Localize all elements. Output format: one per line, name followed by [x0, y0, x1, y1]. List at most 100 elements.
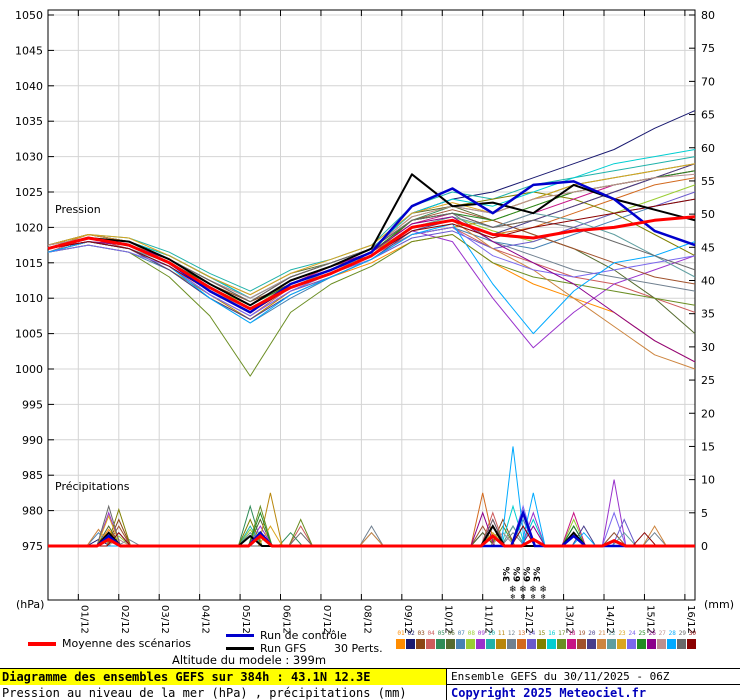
member-10-pressure-line: [47, 156, 696, 292]
snowflake-icon: ❄: [519, 585, 527, 595]
pert-number-05: 05: [437, 630, 445, 637]
member-29-precip-line: [48, 504, 695, 547]
ytick-left: 1000: [15, 363, 43, 376]
member-09-precip-line: [48, 479, 695, 547]
member-24-pressure-line: [47, 226, 696, 317]
pert-swatch-08: [466, 639, 476, 649]
gfs-pressure-line: [47, 173, 696, 307]
pert-swatch-19: [576, 639, 586, 649]
member-04-precip-line: [48, 511, 695, 547]
member-02-precip-line: [48, 525, 695, 547]
snowflake-icon: ❄: [540, 593, 546, 601]
pert-number-25: 25: [638, 630, 646, 637]
pert-swatch-12: [506, 639, 516, 649]
pert-swatch-07: [456, 639, 466, 649]
perturbation-color-swatches: [396, 639, 697, 649]
member-precip-series: [48, 446, 695, 547]
member-23-precip-line: [48, 514, 695, 547]
pert-number-28: 28: [668, 630, 676, 637]
ytick-left: 1020: [15, 221, 43, 234]
xtick-date: 16/12: [685, 605, 696, 634]
pert-swatch-13: [516, 639, 526, 649]
member-16-pressure-line: [47, 149, 696, 299]
ytick-right: 25: [701, 374, 715, 387]
footer-left-cell: Diagramme des ensembles GEFS sur 384h : …: [0, 669, 447, 700]
ytick-right: 20: [701, 407, 715, 420]
member-20-pressure-line: [47, 163, 696, 320]
pert-number-15: 15: [538, 630, 546, 637]
pert-number-07: 07: [457, 630, 465, 637]
pert-swatch-09: [476, 639, 486, 649]
pert-swatch-02: [406, 639, 416, 649]
ytick-right: 0: [701, 540, 708, 553]
pressure-label: Pression: [55, 203, 101, 216]
diagram-title: Diagramme des ensembles GEFS sur 384h : …: [0, 669, 446, 685]
snow-percent-label: 6%: [523, 567, 533, 582]
pert-number-09: 09: [477, 630, 486, 637]
xtick-date: 02/12: [119, 605, 130, 634]
control-precip-line: [48, 509, 695, 548]
pert-number-20: 20: [588, 630, 596, 637]
pert-swatch-29: [677, 639, 687, 649]
ytick-left: 985: [22, 469, 43, 482]
pert-number-08: 08: [467, 630, 475, 637]
legend-control-label: Run de contrôle: [260, 629, 347, 642]
pert-swatch-10: [486, 639, 496, 649]
snowflake-icon: ❄: [509, 585, 517, 595]
pert-number-11: 11: [497, 630, 506, 637]
mean-pressure-line: [47, 215, 696, 311]
xtick-date: 11/12: [483, 605, 494, 634]
pert-swatch-14: [526, 639, 536, 649]
mean-line-swatch: [28, 641, 56, 646]
member-17-precip-line: [48, 504, 695, 547]
pert-number-22: 22: [608, 630, 616, 637]
snowflake-icon: ❄: [539, 585, 547, 595]
gridlines: [48, 10, 695, 600]
ytick-right: 70: [701, 75, 715, 88]
copyright: Copyright 2025 Meteociel.fr: [451, 686, 647, 700]
snow-probability-annotations: 3% 6% 6% 3%❄❄❄❄❄❄❄❄: [503, 567, 547, 601]
gfs-precip-line: [48, 524, 695, 547]
snow-percent-label: 6%: [513, 567, 523, 582]
member-19-precip-line: [48, 525, 695, 547]
xtick-date: 15/12: [645, 605, 656, 634]
member-28-precip-line: [48, 446, 695, 547]
pert-swatch-22: [606, 639, 617, 649]
legend-mean-label: Moyenne des scénarios: [62, 637, 191, 650]
ytick-left: 1025: [15, 186, 43, 199]
xtick-date: 12/12: [523, 605, 534, 634]
member-21-precip-line: [48, 525, 695, 547]
perturbation-numbers: 01 02 03 04 05 06 07 08 09 10 11 12 13 14 15 16 17 18 19 20…: [396, 630, 697, 638]
pert-number-14: 14: [528, 630, 536, 637]
legend-gfs: Run GFS: [226, 642, 306, 655]
ensemble-chart: 9759809859909951000100510101015102010251…: [15, 9, 734, 634]
member-05-pressure-line: [47, 163, 696, 313]
member-26-pressure-line: [47, 216, 696, 363]
plot-border: [47, 9, 696, 601]
run-info: Ensemble GEFS du 30/11/2025 - 06Z: [447, 669, 740, 685]
pert-swatch-25: [637, 639, 647, 649]
snowflake-icon: ❄: [529, 585, 537, 595]
ytick-right: 15: [701, 440, 715, 453]
pert-swatch-23: [617, 639, 627, 649]
info-footer: Diagramme des ensembles GEFS sur 384h : …: [0, 668, 740, 700]
xtick-date: 08/12: [361, 605, 372, 634]
member-30-precip-line: [48, 525, 695, 547]
member-21-pressure-line: [47, 219, 696, 370]
xtick-date: 09/12: [402, 605, 413, 634]
footer-right-cell: Ensemble GEFS du 30/11/2025 - 06Z Copyri…: [447, 669, 740, 700]
gfs-line-swatch: [226, 647, 254, 650]
snowflake-icon: ❄: [530, 593, 536, 601]
pert-number-19: 19: [578, 630, 586, 637]
xtick-date: 10/12: [442, 605, 453, 634]
xtick-date: 14/12: [604, 605, 615, 634]
member-12-precip-line: [48, 525, 695, 547]
pert-swatch-21: [596, 639, 606, 649]
pert-number-24: 24: [628, 630, 636, 637]
pert-number-16: 16: [548, 630, 556, 637]
pert-swatch-18: [566, 639, 576, 649]
ytick-right: 50: [701, 208, 715, 221]
legend-mean: Moyenne des scénarios: [28, 637, 191, 650]
pert-number-21: 21: [598, 630, 606, 637]
diagram-subtitle: Pression au niveau de la mer (hPa) , pré…: [2, 686, 407, 700]
